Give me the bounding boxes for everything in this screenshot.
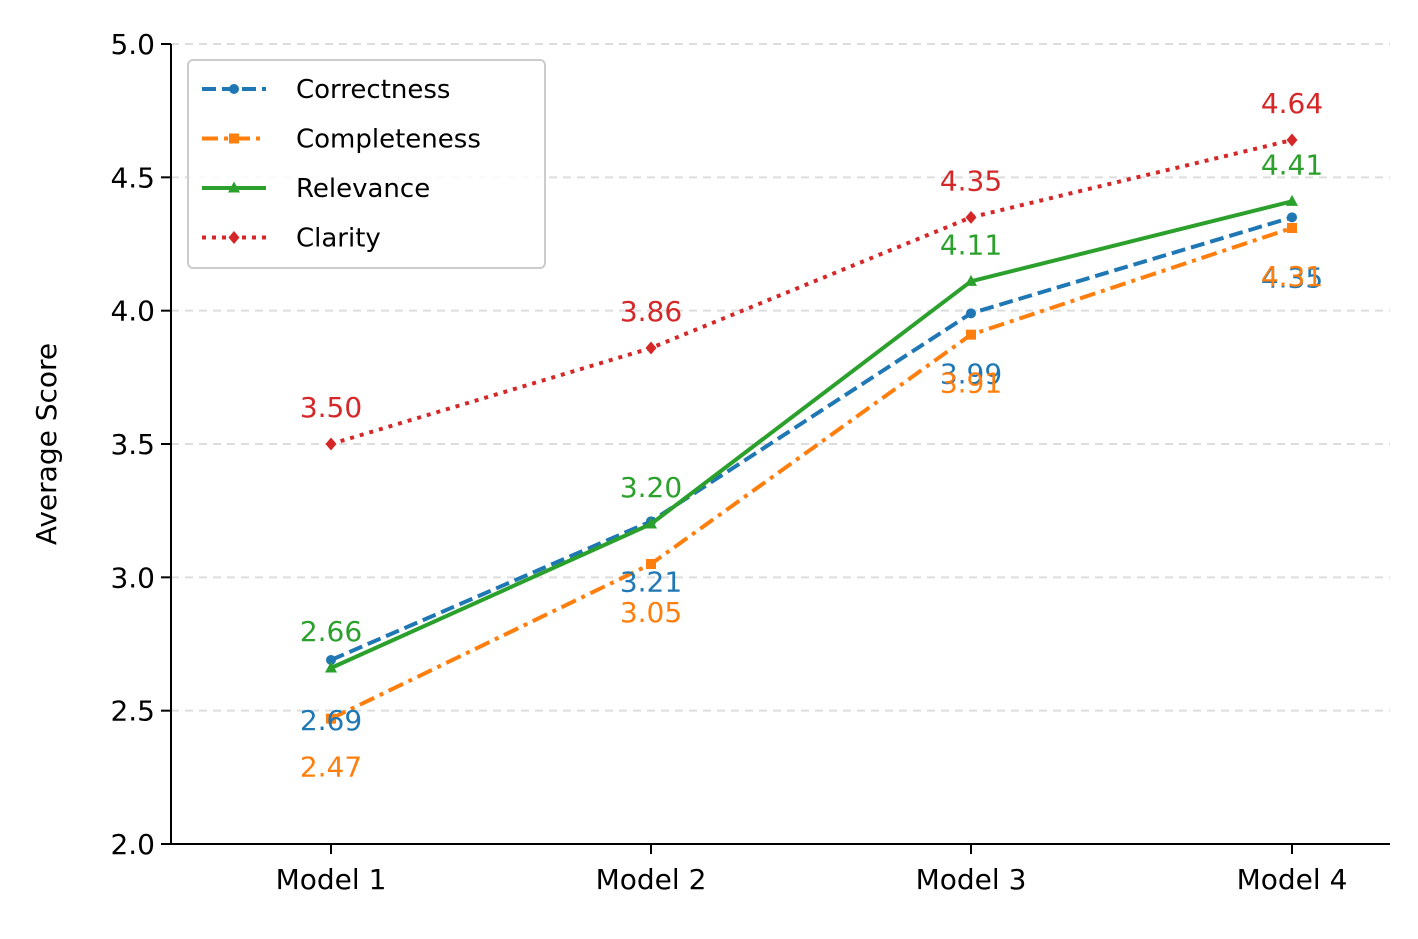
y-tick-label: 5.0 — [110, 28, 155, 61]
series-line-correctness — [330, 215, 1293, 662]
x-tick-label: Model 3 — [916, 863, 1027, 896]
y-tick-label: 4.0 — [110, 295, 155, 328]
axes: 2.0 2.5 3.0 3.5 4.0 4.5 5.0 Model 1 Model 2 Model… — [30, 28, 1390, 896]
y-tick-label: 4.5 — [110, 161, 155, 194]
marker-square — [229, 133, 239, 144]
marker-triangle — [1286, 194, 1298, 206]
marker-square — [966, 329, 976, 340]
legend-label-correctness: Correctness — [296, 75, 450, 105]
marker-circle — [1287, 212, 1297, 223]
data-label-clarity: 4.64 — [1261, 87, 1323, 120]
data-labels: 2.69 3.21 3.99 4.35 2.47 3.05 3.91 4.31 2.66 3.20… — [300, 87, 1323, 784]
data-label-correctness: 3.99 — [940, 357, 1002, 390]
data-label-relevance: 4.41 — [1261, 148, 1323, 181]
marker-triangle — [965, 274, 977, 286]
data-label-clarity: 4.35 — [940, 164, 1002, 197]
legend-box — [187, 59, 546, 269]
data-label-completeness: 4.31 — [1261, 260, 1323, 293]
marker-diamond — [325, 437, 337, 451]
marker-square — [646, 559, 656, 569]
data-label-completeness: 3.91 — [940, 367, 1002, 400]
data-label-completeness: 2.47 — [300, 751, 362, 784]
marker-circle — [229, 84, 239, 94]
data-label-correctness: 2.69 — [300, 704, 362, 737]
marker-square — [1287, 223, 1297, 233]
marker-square — [326, 713, 336, 724]
data-label-relevance: 2.66 — [300, 615, 362, 648]
marker-circle — [966, 308, 976, 319]
data-label-completeness: 3.05 — [620, 596, 682, 629]
marker-circle — [326, 655, 336, 665]
marker-diamond — [645, 341, 657, 355]
y-tick-label: 3.0 — [110, 561, 155, 594]
legend: Correctness Completeness Relevance Clarity — [187, 59, 546, 269]
marker-diamond — [1286, 133, 1298, 147]
data-label-correctness: 3.21 — [620, 565, 682, 598]
data-label-clarity: 3.86 — [620, 295, 682, 328]
x-tick-label: Model 2 — [596, 863, 707, 896]
x-tick-label: Model 1 — [276, 863, 387, 896]
y-tick-label: 2.5 — [110, 695, 155, 728]
legend-label-relevance: Relevance — [296, 174, 430, 204]
data-label-relevance: 3.20 — [620, 471, 682, 504]
marker-diamond — [965, 210, 977, 224]
series-lines — [325, 133, 1298, 724]
series-line-completeness — [330, 226, 1293, 721]
marker-triangle — [645, 517, 657, 529]
y-axis-title: Average Score — [30, 343, 63, 545]
legend-label-clarity: Clarity — [296, 224, 381, 254]
y-tick-label: 2.0 — [110, 828, 155, 861]
x-tick-label: Model 4 — [1237, 863, 1348, 896]
legend-label-completeness: Completeness — [296, 125, 481, 155]
marker-diamond — [228, 231, 240, 244]
data-label-clarity: 3.50 — [300, 391, 362, 424]
y-tick-label: 3.5 — [110, 428, 155, 461]
series-line-relevance — [330, 199, 1293, 670]
marker-triangle — [228, 181, 240, 193]
data-label-correctness: 4.35 — [1261, 261, 1323, 294]
data-label-relevance: 4.11 — [940, 228, 1002, 261]
marker-triangle — [325, 661, 337, 673]
